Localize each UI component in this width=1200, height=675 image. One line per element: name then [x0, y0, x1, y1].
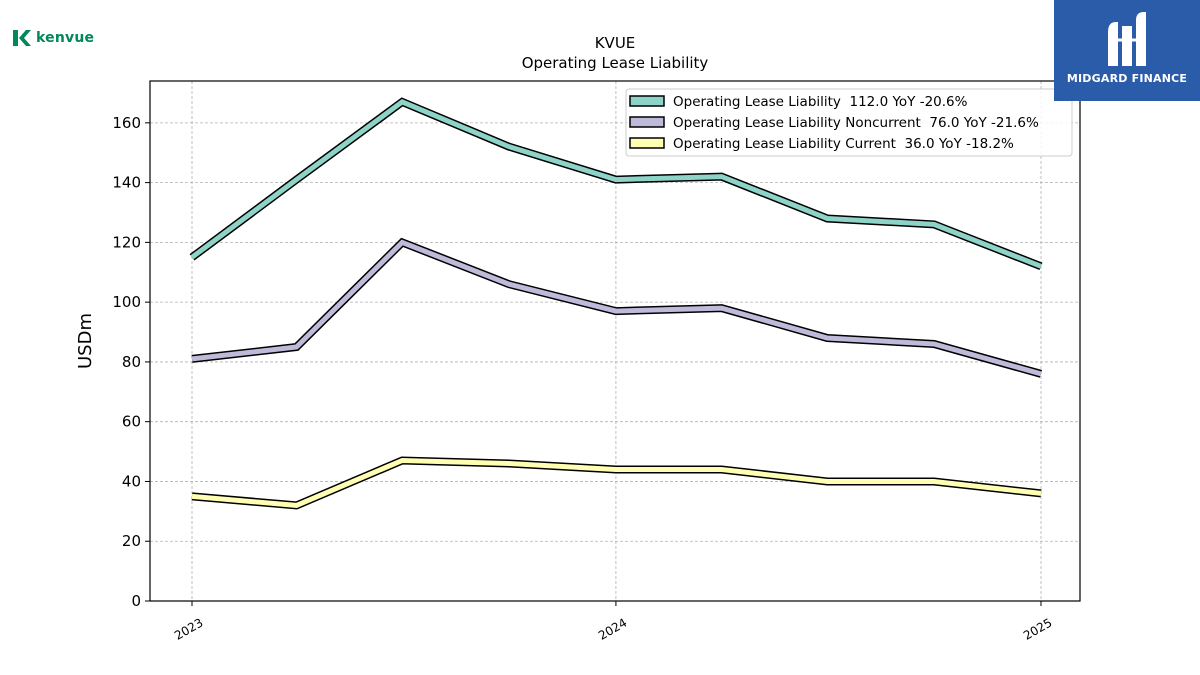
y-tick-label: 80 — [122, 353, 141, 371]
legend-swatch — [629, 137, 665, 149]
legend-label: Operating Lease Liability Current 36.0 Y… — [673, 136, 1014, 152]
chart-title: KVUE — [595, 34, 636, 52]
y-tick-label: 160 — [112, 114, 141, 132]
series-lines — [189, 97, 1043, 510]
x-axis: 2023 2024 2025 — [172, 601, 1055, 643]
series-line — [191, 239, 1042, 377]
legend-box — [625, 88, 1073, 157]
midgard-finance-logo: MIDGARD FINANCE — [1054, 0, 1200, 101]
legend-label: Operating Lease Liability Noncurrent 76.… — [673, 115, 1039, 131]
y-tick-label: 0 — [131, 592, 141, 610]
kenvue-k-icon — [13, 30, 31, 46]
kenvue-logo: kenvue — [12, 28, 94, 48]
plot-frame — [149, 80, 1081, 602]
series-line-outline — [191, 237, 1043, 378]
y-tick-label: 40 — [122, 472, 141, 490]
x-tick-label: 2025 — [1021, 615, 1054, 642]
series-line — [191, 457, 1042, 508]
kenvue-logo-text: kenvue — [36, 30, 95, 46]
y-tick-label: 100 — [112, 293, 141, 311]
x-tick-label: 2024 — [596, 615, 629, 642]
y-axis: 0 20 40 60 80 100 120 140 160 — [112, 114, 150, 610]
legend-swatch — [629, 95, 665, 107]
legend-label: Operating Lease Liability 112.0 YoY -20.… — [673, 94, 968, 110]
y-tick-label: 120 — [112, 233, 141, 251]
y-tick-label: 140 — [112, 174, 141, 192]
series-line — [190, 99, 1042, 269]
legend-swatch — [629, 116, 665, 128]
legend: Operating Lease Liability 112.0 YoY -20.… — [625, 88, 1073, 157]
x-tick-label: 2023 — [172, 615, 205, 642]
midgard-m-icon — [1108, 12, 1146, 66]
grid-lines — [150, 81, 1080, 602]
midgard-finance-logo-text: MIDGARD FINANCE — [1066, 72, 1188, 85]
y-tick-label: 20 — [122, 532, 141, 550]
y-tick-label: 60 — [122, 413, 141, 431]
y-axis-label: USDm — [75, 313, 96, 369]
chart-subtitle: Operating Lease Liability — [522, 54, 709, 72]
